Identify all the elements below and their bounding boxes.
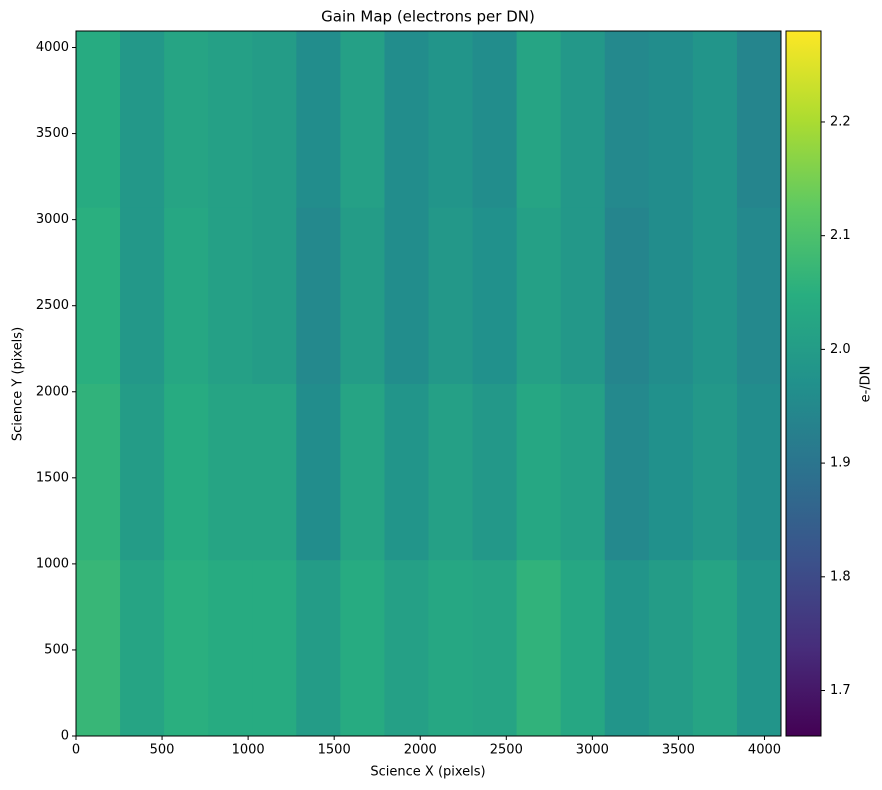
heatmap-cell bbox=[516, 207, 562, 384]
heatmap-cell bbox=[384, 31, 429, 208]
x-tick-label: 1500 bbox=[318, 743, 351, 758]
heatmap-cell bbox=[604, 559, 650, 737]
heatmap-cell bbox=[340, 31, 385, 208]
heatmap-cell bbox=[252, 559, 297, 737]
heatmap-cell bbox=[164, 383, 209, 561]
heatmap-cell bbox=[428, 559, 474, 737]
heatmap-cell bbox=[648, 207, 694, 384]
x-tick-label: 500 bbox=[150, 743, 175, 758]
heatmap-cell bbox=[516, 559, 562, 737]
heatmap-cell bbox=[472, 559, 518, 737]
heatmap-cell bbox=[472, 383, 518, 561]
y-tick-label: 2500 bbox=[36, 298, 69, 313]
colorbar-tick-label: 2.2 bbox=[830, 114, 851, 129]
heatmap-cell bbox=[428, 207, 474, 384]
x-axis-label: Science X (pixels) bbox=[370, 765, 485, 780]
heatmap-cell bbox=[472, 207, 518, 384]
heatmap-cell bbox=[164, 559, 209, 737]
y-tick-label: 1000 bbox=[36, 556, 69, 571]
heatmap-cell bbox=[604, 31, 650, 208]
x-tick-label: 1000 bbox=[232, 743, 265, 758]
colorbar-tick-label: 2.0 bbox=[830, 342, 851, 357]
heatmap-cell bbox=[208, 31, 253, 208]
heatmap-cell bbox=[692, 31, 738, 208]
heatmap-cell bbox=[340, 559, 385, 737]
heatmap-cell bbox=[120, 383, 165, 561]
heatmap-cell bbox=[164, 31, 209, 208]
heatmap-cell bbox=[736, 383, 782, 561]
heatmap-cell bbox=[384, 383, 429, 561]
x-tick-label: 2000 bbox=[404, 743, 437, 758]
colorbar bbox=[786, 31, 821, 736]
y-tick-label: 3000 bbox=[36, 212, 69, 227]
x-tick-label: 4000 bbox=[748, 743, 781, 758]
colorbar-tick-label: 1.9 bbox=[830, 456, 851, 471]
heatmap-cell bbox=[648, 383, 694, 561]
heatmap-cell bbox=[76, 559, 121, 737]
y-tick-label: 500 bbox=[44, 642, 69, 657]
y-tick-label: 3500 bbox=[36, 126, 69, 141]
colorbar-tick-label: 2.1 bbox=[830, 228, 851, 243]
heatmap-cell bbox=[604, 207, 650, 384]
heatmap-cell bbox=[384, 559, 429, 737]
heatmap-cell bbox=[428, 31, 474, 208]
y-tick-label: 1500 bbox=[36, 470, 69, 485]
heatmap-cell bbox=[560, 383, 606, 561]
plot-frame bbox=[75, 30, 782, 737]
colorbar-tick-label: 1.7 bbox=[830, 683, 851, 698]
x-tick-label: 2500 bbox=[490, 743, 523, 758]
heatmap-cell bbox=[692, 559, 738, 737]
heatmap-cell bbox=[252, 207, 297, 384]
heatmap-cell bbox=[208, 207, 253, 384]
heatmap-cell bbox=[120, 31, 165, 208]
heatmap-cell bbox=[76, 383, 121, 561]
heatmap-cell bbox=[340, 383, 385, 561]
heatmap-cell bbox=[516, 31, 562, 208]
heatmap-cell bbox=[736, 31, 782, 208]
heatmap-cell bbox=[340, 207, 385, 384]
heatmap-cell bbox=[252, 31, 297, 208]
heatmap-cell bbox=[384, 207, 429, 384]
y-tick-label: 0 bbox=[61, 729, 69, 744]
heatmap-cell bbox=[428, 383, 474, 561]
chart-title: Gain Map (electrons per DN) bbox=[321, 8, 535, 26]
heatmap-cell bbox=[604, 383, 650, 561]
heatmap-cell bbox=[648, 559, 694, 737]
y-tick-label: 4000 bbox=[36, 40, 69, 55]
heatmap-cell bbox=[560, 31, 606, 208]
heatmap-cell bbox=[76, 31, 121, 208]
x-tick-label: 3000 bbox=[576, 743, 609, 758]
heatmap-cell bbox=[692, 383, 738, 561]
heatmap-cell bbox=[208, 559, 253, 737]
heatmap-cell bbox=[208, 383, 253, 561]
colorbar-frame bbox=[785, 30, 822, 737]
heatmap-cell bbox=[120, 559, 165, 737]
x-tick-label: 3500 bbox=[662, 743, 695, 758]
heatmap-cell bbox=[736, 559, 782, 737]
heatmap-cell bbox=[736, 207, 782, 384]
heatmap-cell bbox=[560, 207, 606, 384]
y-tick-label: 2000 bbox=[36, 384, 69, 399]
heatmap-cell bbox=[164, 207, 209, 384]
heatmap-cell bbox=[120, 207, 165, 384]
heatmap-cell bbox=[560, 559, 606, 737]
colorbar-label: e-/DN bbox=[859, 366, 874, 403]
colorbar-tick-label: 1.8 bbox=[830, 569, 851, 584]
heatmap-cell bbox=[296, 31, 341, 208]
heatmap-cell bbox=[252, 383, 297, 561]
heatmap-cell bbox=[472, 31, 518, 208]
heatmap-cell bbox=[648, 31, 694, 208]
y-axis-label: Science Y (pixels) bbox=[11, 327, 26, 441]
heatmap-cell bbox=[516, 383, 562, 561]
heatmap-cell bbox=[296, 383, 341, 561]
x-tick-label: 0 bbox=[72, 743, 80, 758]
heatmap-cell bbox=[76, 207, 121, 384]
heatmap-cell bbox=[296, 559, 341, 737]
heatmap-cell bbox=[296, 207, 341, 384]
heatmap-cell bbox=[692, 207, 738, 384]
